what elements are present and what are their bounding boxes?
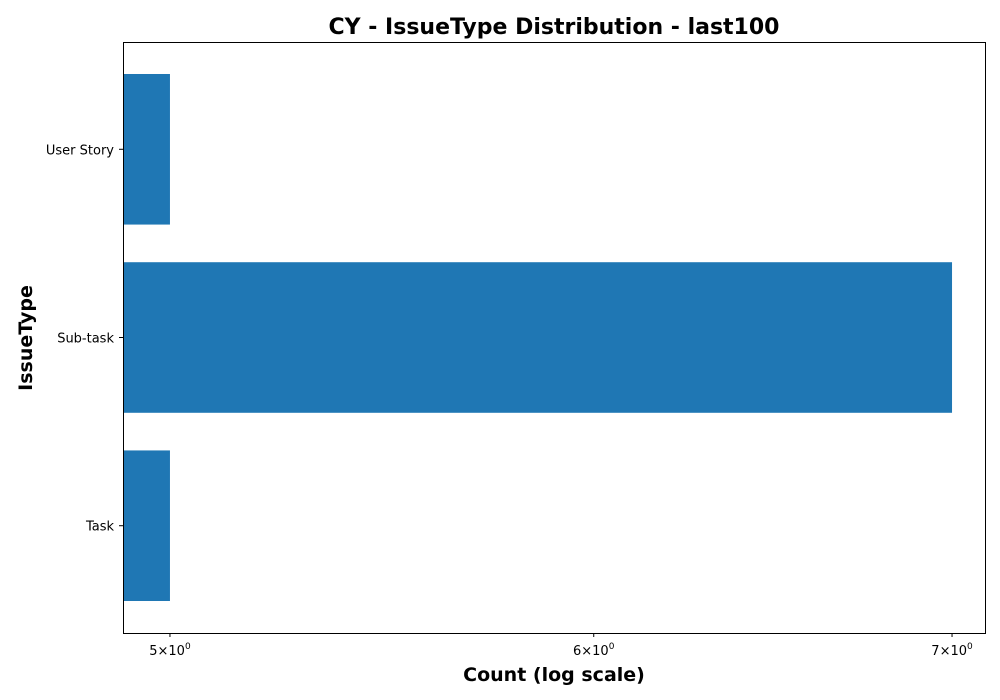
plot-frame: [123, 42, 986, 634]
bars-group: [123, 73, 953, 602]
y-tick-label: User Story: [46, 143, 114, 158]
x-tick-label: 6×100: [573, 642, 615, 659]
bar-task: [123, 450, 170, 602]
y-tick-label: Task: [85, 520, 115, 535]
x-tick-label: 5×100: [149, 642, 191, 659]
chart-title: CY - IssueType Distribution - last100: [329, 15, 780, 40]
x-tick-label: 7×100: [931, 642, 973, 659]
bar-user-story: [123, 73, 170, 225]
y-tick-label: Sub-task: [57, 332, 114, 347]
y-axis-label: IssueType: [15, 285, 37, 391]
x-axis-ticks: 5×100 6×100 7×100: [149, 633, 973, 659]
bar-sub-task: [123, 262, 953, 413]
x-axis-label: Count (log scale): [463, 664, 645, 686]
y-axis-ticks: User Story Sub-task Task: [46, 143, 123, 535]
